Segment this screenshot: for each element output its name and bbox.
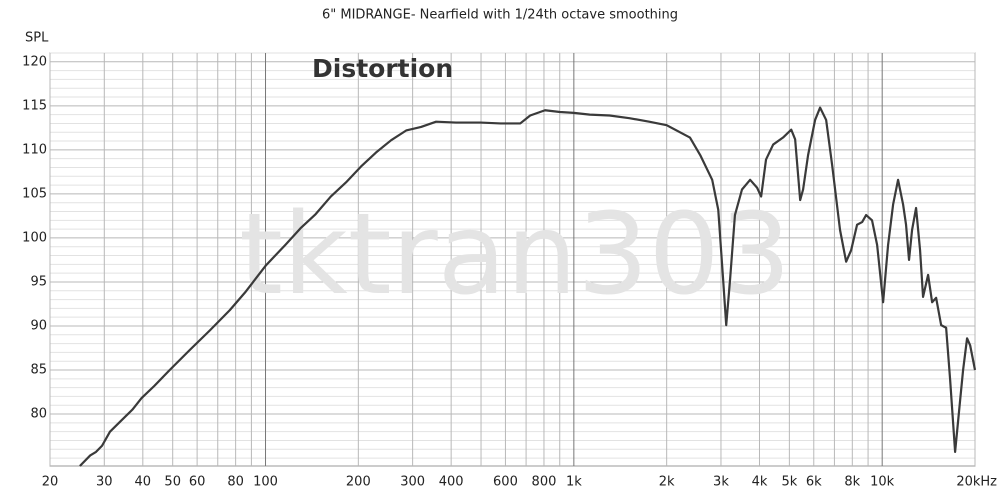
y-tick-label: 80 <box>30 407 47 422</box>
x-tick-label: 2k <box>659 475 675 490</box>
x-tick-label: 6k <box>806 475 822 490</box>
plot-area <box>49 52 976 467</box>
annotation: Distortion <box>312 54 453 83</box>
y-tick-label: 100 <box>22 230 47 245</box>
y-axis-label: SPL <box>25 31 49 46</box>
x-tick-label: 80 <box>227 475 244 490</box>
x-tick-label: 60 <box>189 475 206 490</box>
x-tick-label: 5k <box>781 475 797 490</box>
x-tick-label: 3k <box>713 475 729 490</box>
response-line <box>79 106 977 467</box>
x-tick-label: 300 <box>400 475 425 490</box>
x-tick-label: 1k <box>566 475 582 490</box>
y-tick-label: 95 <box>30 274 47 289</box>
x-tick-label: 600 <box>493 475 518 490</box>
grid <box>49 52 976 467</box>
y-tick-label: 120 <box>22 54 47 69</box>
x-tick-label: 4k <box>752 475 768 490</box>
y-tick-label: 115 <box>22 98 47 113</box>
x-tick-label: 30 <box>96 475 113 490</box>
y-tick-label: 105 <box>22 186 47 201</box>
x-tick-label: 800 <box>532 475 557 490</box>
y-tick-label: 90 <box>30 318 47 333</box>
x-tick-label: 20kHz <box>956 475 997 490</box>
y-tick-label: 110 <box>22 142 47 157</box>
x-tick-label: 20 <box>42 475 59 490</box>
x-tick-label: 50 <box>164 475 181 490</box>
x-tick-label: 100 <box>253 475 278 490</box>
x-tick-label: 10k <box>870 475 895 490</box>
x-tick-label: 8k <box>844 475 860 490</box>
chart-title: 6" MIDRANGE- Nearfield with 1/24th octav… <box>322 8 678 23</box>
x-tick-label: 200 <box>346 475 371 490</box>
y-tick-label: 85 <box>30 363 47 378</box>
x-tick-label: 40 <box>135 475 152 490</box>
x-tick-label: 400 <box>439 475 464 490</box>
watermark: tktran303 <box>239 190 791 320</box>
